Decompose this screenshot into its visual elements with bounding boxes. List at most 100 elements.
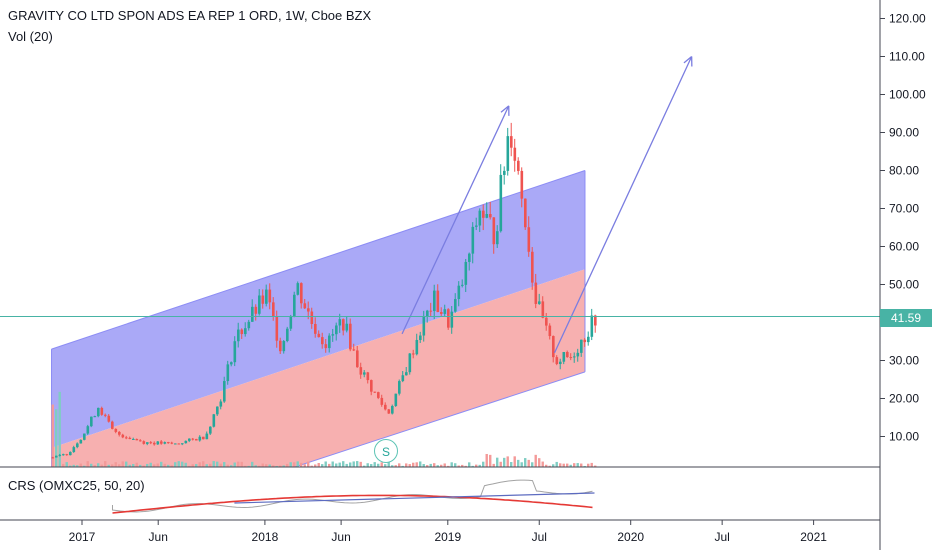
- volume-bar: [202, 461, 205, 467]
- candle-body: [380, 397, 384, 405]
- volume-bar: [135, 462, 138, 467]
- volume-bar: [457, 465, 460, 467]
- candle-body: [104, 414, 107, 416]
- candle-body: [468, 253, 471, 262]
- volume-bar: [240, 461, 243, 467]
- volume-bar: [443, 463, 446, 467]
- volume-bar: [555, 461, 558, 467]
- candle-body: [58, 454, 62, 456]
- candle-body: [443, 309, 447, 314]
- volume-bar: [373, 462, 376, 467]
- candle-body: [55, 455, 58, 458]
- candle-body: [394, 393, 398, 407]
- arrow-head: [683, 55, 693, 67]
- volume-bar: [538, 458, 541, 467]
- volume-bar: [468, 462, 471, 467]
- y-tick-label: 50.00: [889, 278, 919, 292]
- volume-bar: [58, 391, 61, 467]
- volume-bar: [510, 462, 513, 467]
- volume-bar: [209, 463, 212, 467]
- candle-body: [282, 341, 286, 352]
- volume-bar: [237, 461, 240, 467]
- volume-bar: [401, 465, 404, 467]
- candle-body: [356, 350, 359, 368]
- candle-body: [513, 147, 517, 161]
- volume-bar: [342, 461, 345, 467]
- candle-body: [310, 311, 314, 324]
- volume-bar: [233, 462, 236, 467]
- candle-body: [275, 316, 279, 341]
- volume-bar: [146, 463, 149, 467]
- volume-bar: [370, 464, 373, 467]
- candle-body: [524, 198, 527, 228]
- candle-body: [510, 136, 513, 148]
- volume-bar: [188, 465, 191, 467]
- volume-bar: [251, 461, 254, 467]
- volume-bar: [352, 461, 355, 467]
- price-pane: [51, 55, 693, 467]
- volume-bar: [569, 464, 572, 467]
- volume-bar: [485, 453, 488, 467]
- candle-body: [534, 282, 538, 304]
- candle-body: [496, 231, 499, 245]
- candle-body: [576, 352, 580, 357]
- chart-title: GRAVITY CO LTD SPON ADS EA REP 1 ORD, 1W…: [8, 8, 372, 23]
- candle-body: [471, 226, 475, 254]
- candle-body: [307, 308, 310, 312]
- volume-bar: [454, 463, 457, 467]
- candle-body: [408, 353, 412, 373]
- candle-body: [65, 454, 69, 456]
- candle-body: [447, 309, 450, 328]
- volume-bar: [426, 465, 429, 467]
- last-price-tag: 41.59: [880, 309, 932, 327]
- volume-bar: [534, 454, 537, 467]
- volume-bar: [90, 463, 93, 467]
- candle-body: [314, 323, 317, 334]
- candle-body: [72, 447, 76, 453]
- volume-bar: [153, 464, 156, 467]
- volume-bar: [100, 464, 103, 467]
- volume-bar: [282, 465, 285, 467]
- candle-body: [244, 328, 247, 335]
- candle-body: [405, 372, 408, 376]
- volume-bar: [107, 464, 110, 467]
- volume-bar: [377, 463, 380, 467]
- candle-body: [426, 310, 429, 317]
- volume-bar: [440, 464, 443, 467]
- candle-body: [566, 352, 569, 358]
- volume-bar: [503, 457, 506, 467]
- y-tick-label: 20.00: [889, 392, 919, 406]
- candle-body: [198, 436, 202, 441]
- volume-bar: [128, 464, 131, 467]
- volume-bar: [429, 463, 432, 467]
- dividend-marker[interactable]: S: [374, 439, 398, 463]
- candle-body: [132, 438, 135, 440]
- volume-bar: [195, 464, 198, 467]
- candle-body: [69, 452, 72, 456]
- volume-bar: [181, 461, 184, 467]
- candle-body: [363, 372, 366, 375]
- candle-body: [251, 306, 254, 322]
- candle-body: [153, 442, 156, 445]
- volume-bar: [524, 458, 527, 467]
- volume-bar: [496, 457, 499, 467]
- volume-bar: [310, 465, 313, 467]
- candle-body: [51, 457, 55, 459]
- volume-bar: [541, 461, 544, 467]
- volume-bar: [391, 465, 394, 467]
- volume-bar: [405, 463, 408, 467]
- volume-bar: [499, 461, 502, 467]
- volume-bar: [142, 465, 145, 467]
- volume-bar: [139, 464, 142, 467]
- candle-body: [517, 160, 520, 171]
- candle-body: [125, 437, 128, 439]
- volume-bar: [489, 454, 492, 467]
- candle-body: [499, 174, 503, 232]
- candle-body: [128, 437, 132, 440]
- volume-bar: [307, 461, 310, 467]
- volume-bar: [387, 461, 390, 467]
- candle-body: [303, 303, 307, 309]
- volume-bar: [321, 464, 324, 467]
- x-tick-label: 2018: [252, 530, 279, 544]
- trend-arrow: [401, 105, 510, 335]
